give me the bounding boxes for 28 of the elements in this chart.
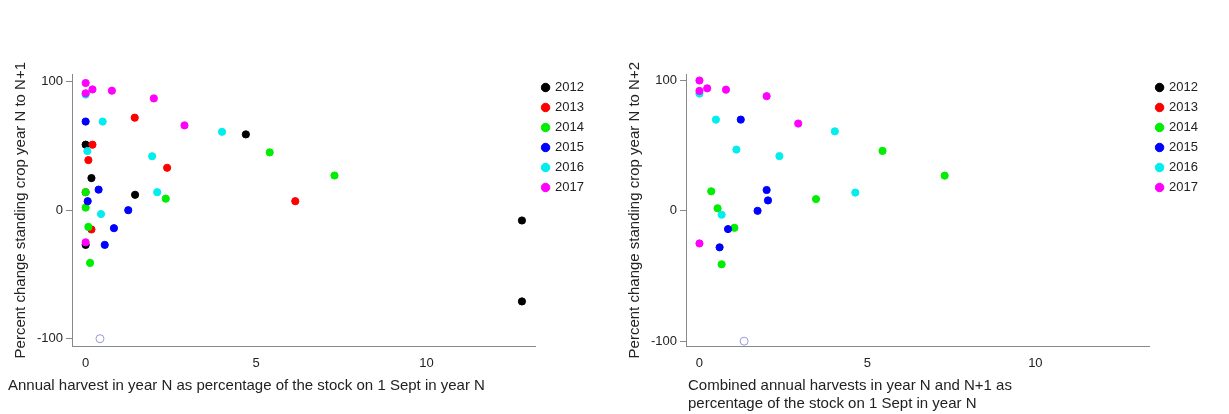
legend-label: 2012 — [555, 79, 584, 95]
x-axis-title: Annual harvest in year N as percentage of the stock on 1 Sept in year N — [8, 376, 485, 394]
legend-label: 2015 — [555, 139, 584, 155]
legend-label: 2013 — [555, 99, 584, 115]
y-tick-label: -100 — [36, 330, 64, 346]
legend-label: 2015 — [1169, 139, 1198, 155]
legend-label: 2016 — [1169, 159, 1198, 175]
y-axis-title: Percent change standing crop year N to N+2 — [625, 61, 643, 359]
x-axis-title: Combined annual harvests in year N and N+1 as percentage of the stock on 1 Sept in year N — [688, 376, 1013, 412]
x-tick-label: 5 — [252, 354, 260, 370]
y-axis-title: Percent change standing crop year N to N+1 — [11, 61, 29, 359]
x-tick-label: 0 — [82, 354, 90, 370]
y-tick-label: -100 — [650, 332, 678, 348]
legend-label: 2014 — [555, 119, 584, 135]
legend-label: 2017 — [1169, 179, 1198, 195]
y-tick-label: 0 — [669, 202, 678, 218]
x-tick-label: 10 — [1028, 354, 1043, 370]
legend-label: 2017 — [555, 179, 584, 195]
legend-label: 2014 — [1169, 119, 1198, 135]
legend-label: 2013 — [1169, 99, 1198, 115]
y-tick-label: 100 — [655, 72, 678, 88]
legend-label: 2012 — [1169, 79, 1198, 95]
x-tick-label: 5 — [863, 354, 872, 370]
y-tick-label: 0 — [55, 201, 64, 217]
legend-label: 2016 — [555, 159, 584, 175]
y-tick-label: 100 — [41, 73, 64, 89]
x-tick-label: 10 — [419, 354, 434, 370]
x-tick-label: 0 — [695, 354, 704, 370]
